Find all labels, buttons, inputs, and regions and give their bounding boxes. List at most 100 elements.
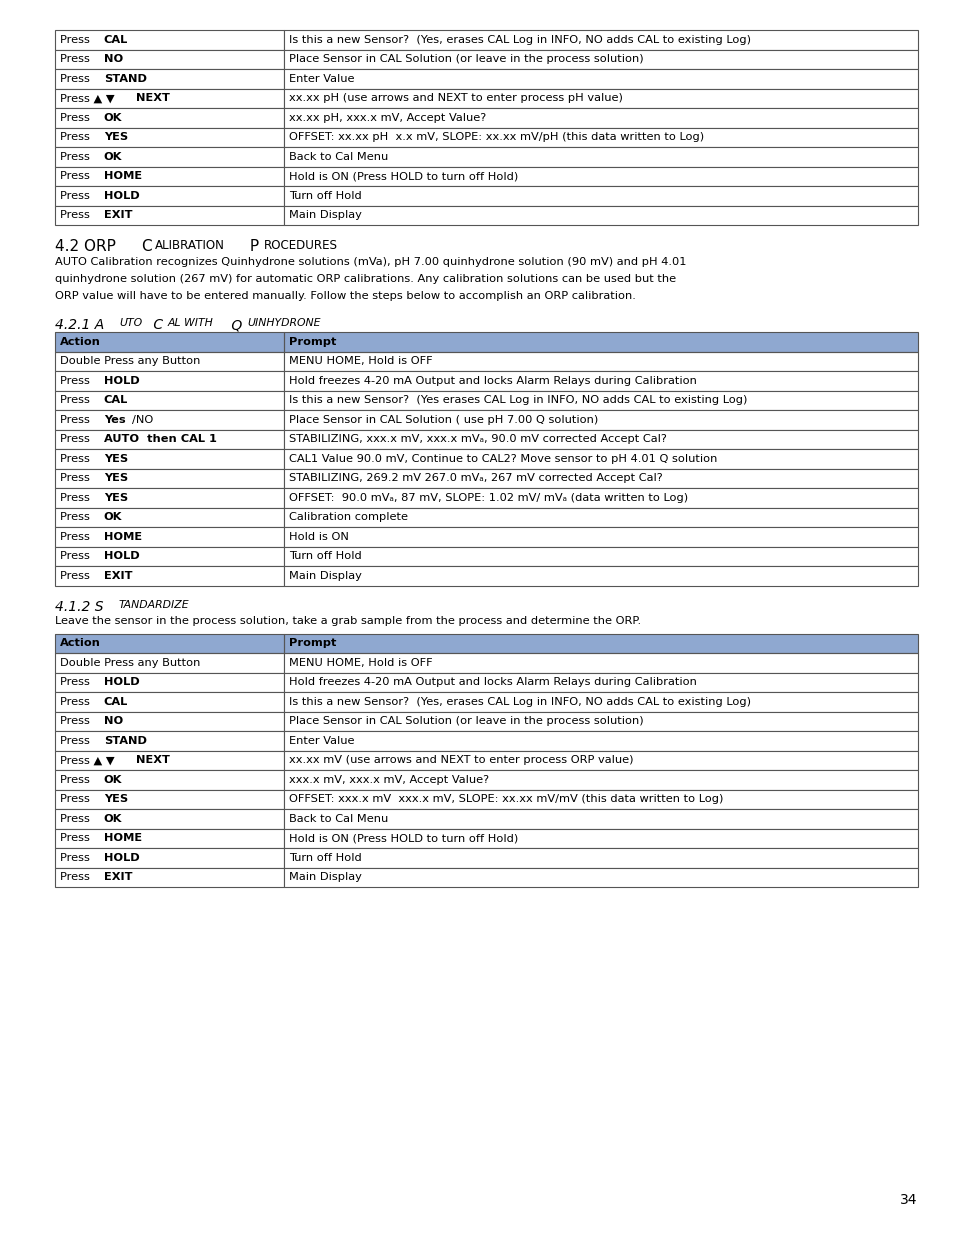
Text: Turn off Hold: Turn off Hold bbox=[289, 551, 361, 561]
Text: EXIT: EXIT bbox=[104, 872, 132, 882]
Bar bbox=[55, 867, 284, 887]
Bar bbox=[55, 410, 284, 430]
Text: xxx.x mV, xxx.x mV, Accept Value?: xxx.x mV, xxx.x mV, Accept Value? bbox=[289, 774, 489, 784]
Text: Double Press any Button: Double Press any Button bbox=[60, 658, 200, 668]
Text: Calibration complete: Calibration complete bbox=[289, 513, 408, 522]
Text: Hold freezes 4-20 mA Output and locks Alarm Relays during Calibration: Hold freezes 4-20 mA Output and locks Al… bbox=[289, 375, 696, 385]
Bar bbox=[55, 488, 284, 508]
Text: OK: OK bbox=[104, 513, 122, 522]
Text: Press: Press bbox=[60, 814, 93, 824]
Text: Hold is ON (Press HOLD to turn off Hold): Hold is ON (Press HOLD to turn off Hold) bbox=[289, 172, 517, 182]
Bar bbox=[55, 30, 284, 49]
Bar bbox=[55, 653, 284, 673]
Text: Press: Press bbox=[60, 172, 93, 182]
Text: Leave the sensor in the process solution, take a grab sample from the process an: Leave the sensor in the process solution… bbox=[55, 615, 640, 625]
Bar bbox=[55, 848, 284, 867]
Bar bbox=[284, 390, 917, 410]
Bar bbox=[55, 167, 284, 186]
Text: HOME: HOME bbox=[104, 532, 142, 542]
Text: Press: Press bbox=[60, 415, 93, 425]
Bar bbox=[55, 547, 284, 566]
Bar bbox=[55, 508, 284, 527]
Text: Press: Press bbox=[60, 74, 93, 84]
Bar bbox=[55, 430, 284, 450]
Text: YES: YES bbox=[104, 132, 128, 142]
Bar bbox=[55, 731, 284, 751]
Text: Prompt: Prompt bbox=[289, 638, 335, 648]
Text: UTO: UTO bbox=[119, 317, 142, 329]
Text: HOLD: HOLD bbox=[104, 375, 139, 385]
Bar bbox=[284, 332, 917, 352]
Text: Double Press any Button: Double Press any Button bbox=[60, 356, 200, 367]
Bar bbox=[284, 107, 917, 127]
Text: Action: Action bbox=[60, 337, 101, 347]
Text: AL WITH: AL WITH bbox=[168, 317, 213, 329]
Bar bbox=[284, 848, 917, 867]
Bar bbox=[284, 673, 917, 692]
Bar bbox=[284, 731, 917, 751]
Text: Hold is ON (Press HOLD to turn off Hold): Hold is ON (Press HOLD to turn off Hold) bbox=[289, 834, 517, 844]
Text: MENU HOME, Hold is OFF: MENU HOME, Hold is OFF bbox=[289, 356, 432, 367]
Text: Back to Cal Menu: Back to Cal Menu bbox=[289, 152, 388, 162]
Text: Press: Press bbox=[60, 435, 93, 445]
Bar bbox=[55, 450, 284, 468]
Bar bbox=[284, 186, 917, 205]
Text: Turn off Hold: Turn off Hold bbox=[289, 852, 361, 863]
Bar bbox=[55, 809, 284, 829]
Bar bbox=[55, 769, 284, 789]
Bar bbox=[284, 468, 917, 488]
Text: xx.xx pH (use arrows and NEXT to enter process pH value): xx.xx pH (use arrows and NEXT to enter p… bbox=[289, 94, 622, 104]
Bar bbox=[55, 127, 284, 147]
Text: Place Sensor in CAL Solution (or leave in the process solution): Place Sensor in CAL Solution (or leave i… bbox=[289, 716, 643, 726]
Text: Is this a new Sensor?  (Yes, erases CAL Log in INFO, NO adds CAL to existing Log: Is this a new Sensor? (Yes, erases CAL L… bbox=[289, 35, 750, 44]
Text: STABILIZING, xxx.x mV, xxx.x mVₐ, 90.0 mV corrected Accept Cal?: STABILIZING, xxx.x mV, xxx.x mVₐ, 90.0 m… bbox=[289, 435, 666, 445]
Text: xx.xx pH, xxx.x mV, Accept Value?: xx.xx pH, xxx.x mV, Accept Value? bbox=[289, 112, 486, 122]
Text: YES: YES bbox=[104, 493, 128, 503]
Bar bbox=[55, 829, 284, 848]
Text: HOME: HOME bbox=[104, 172, 142, 182]
Text: TANDARDIZE: TANDARDIZE bbox=[118, 599, 189, 610]
Bar bbox=[284, 769, 917, 789]
Text: /NO: /NO bbox=[132, 415, 153, 425]
Text: OK: OK bbox=[104, 112, 122, 122]
Text: Press: Press bbox=[60, 210, 93, 220]
Bar bbox=[284, 410, 917, 430]
Text: OK: OK bbox=[104, 152, 122, 162]
Text: Press: Press bbox=[60, 375, 93, 385]
Text: Press: Press bbox=[60, 872, 93, 882]
Bar bbox=[55, 634, 284, 653]
Bar bbox=[284, 352, 917, 370]
Text: STAND: STAND bbox=[104, 74, 147, 84]
Bar bbox=[284, 634, 917, 653]
Text: CAL: CAL bbox=[104, 395, 128, 405]
Text: Press: Press bbox=[60, 473, 93, 483]
Text: HOLD: HOLD bbox=[104, 190, 139, 201]
Text: Press: Press bbox=[60, 453, 93, 464]
Text: MENU HOME, Hold is OFF: MENU HOME, Hold is OFF bbox=[289, 658, 432, 668]
Text: 4.2.1 A: 4.2.1 A bbox=[55, 317, 105, 332]
Bar bbox=[55, 332, 284, 352]
Text: AUTO Calibration recognizes Quinhydrone solutions (mVa), pH 7.00 quinhydrone sol: AUTO Calibration recognizes Quinhydrone … bbox=[55, 257, 686, 267]
Text: 4.2 ORP: 4.2 ORP bbox=[55, 240, 121, 254]
Text: NEXT: NEXT bbox=[136, 94, 170, 104]
Text: Press: Press bbox=[60, 190, 93, 201]
Text: Action: Action bbox=[60, 638, 101, 648]
Bar bbox=[284, 430, 917, 450]
Text: NO: NO bbox=[104, 54, 123, 64]
Text: EXIT: EXIT bbox=[104, 571, 132, 580]
Text: CAL1 Value 90.0 mV, Continue to CAL2? Move sensor to pH 4.01 Q solution: CAL1 Value 90.0 mV, Continue to CAL2? Mo… bbox=[289, 453, 717, 464]
Bar bbox=[284, 69, 917, 89]
Bar bbox=[284, 829, 917, 848]
Bar bbox=[284, 370, 917, 390]
Text: ALIBRATION: ALIBRATION bbox=[154, 240, 224, 252]
Text: Main Display: Main Display bbox=[289, 872, 361, 882]
Bar bbox=[55, 527, 284, 547]
Bar bbox=[55, 789, 284, 809]
Bar bbox=[284, 450, 917, 468]
Bar bbox=[55, 107, 284, 127]
Bar bbox=[55, 49, 284, 69]
Text: Press ▲ ▼: Press ▲ ▼ bbox=[60, 756, 118, 766]
Text: OFFSET: xx.xx pH  x.x mV, SLOPE: xx.xx mV/pH (this data written to Log): OFFSET: xx.xx pH x.x mV, SLOPE: xx.xx mV… bbox=[289, 132, 703, 142]
Text: Is this a new Sensor?  (Yes, erases CAL Log in INFO, NO adds CAL to existing Log: Is this a new Sensor? (Yes, erases CAL L… bbox=[289, 697, 750, 706]
Text: C: C bbox=[150, 317, 163, 332]
